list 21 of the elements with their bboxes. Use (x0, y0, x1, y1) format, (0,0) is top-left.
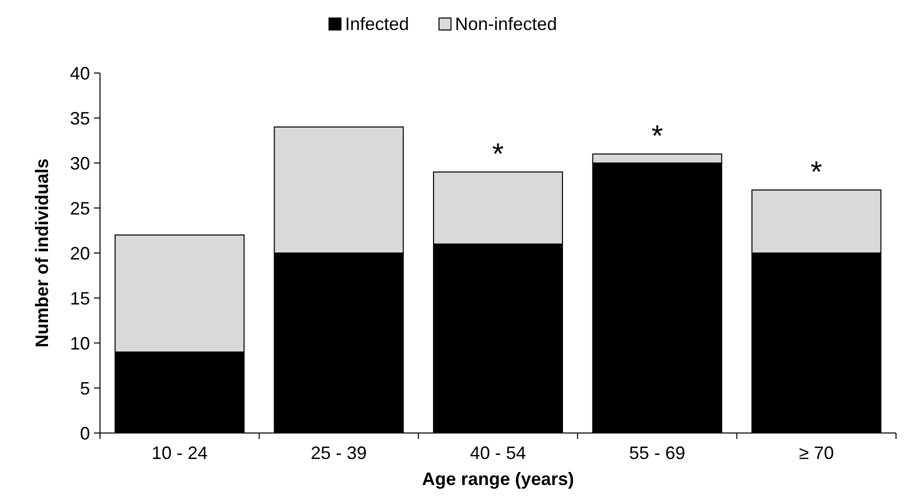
y-tick-label: 25 (70, 198, 90, 218)
x-tick-label: ≥ 70 (798, 443, 834, 463)
x-axis-title: Age range (years) (422, 469, 574, 489)
y-tick-label: 5 (80, 378, 90, 398)
annotation: * (651, 120, 664, 153)
x-tick-label: 10 - 24 (152, 443, 208, 463)
annotation: * (492, 138, 504, 171)
y-tick-label: 10 (70, 333, 90, 354)
y-tick-label: 40 (70, 63, 90, 84)
x-tick-label: 40 - 54 (470, 443, 526, 463)
y-axis-title: Number of individuals (32, 158, 52, 348)
x-tick-label: 55 - 69 (629, 443, 686, 463)
y-tick-label: 20 (70, 243, 90, 264)
x-tick-label: 25 - 39 (310, 443, 367, 463)
y-tick-label: 30 (70, 153, 90, 174)
legend-label: Infected (345, 14, 410, 34)
y-tick-label: 15 (70, 288, 90, 308)
legend-label: Non-infected (455, 14, 558, 34)
annotation: * (810, 156, 823, 189)
y-tick-label: 0 (80, 423, 90, 444)
y-tick-label: 35 (70, 108, 90, 128)
